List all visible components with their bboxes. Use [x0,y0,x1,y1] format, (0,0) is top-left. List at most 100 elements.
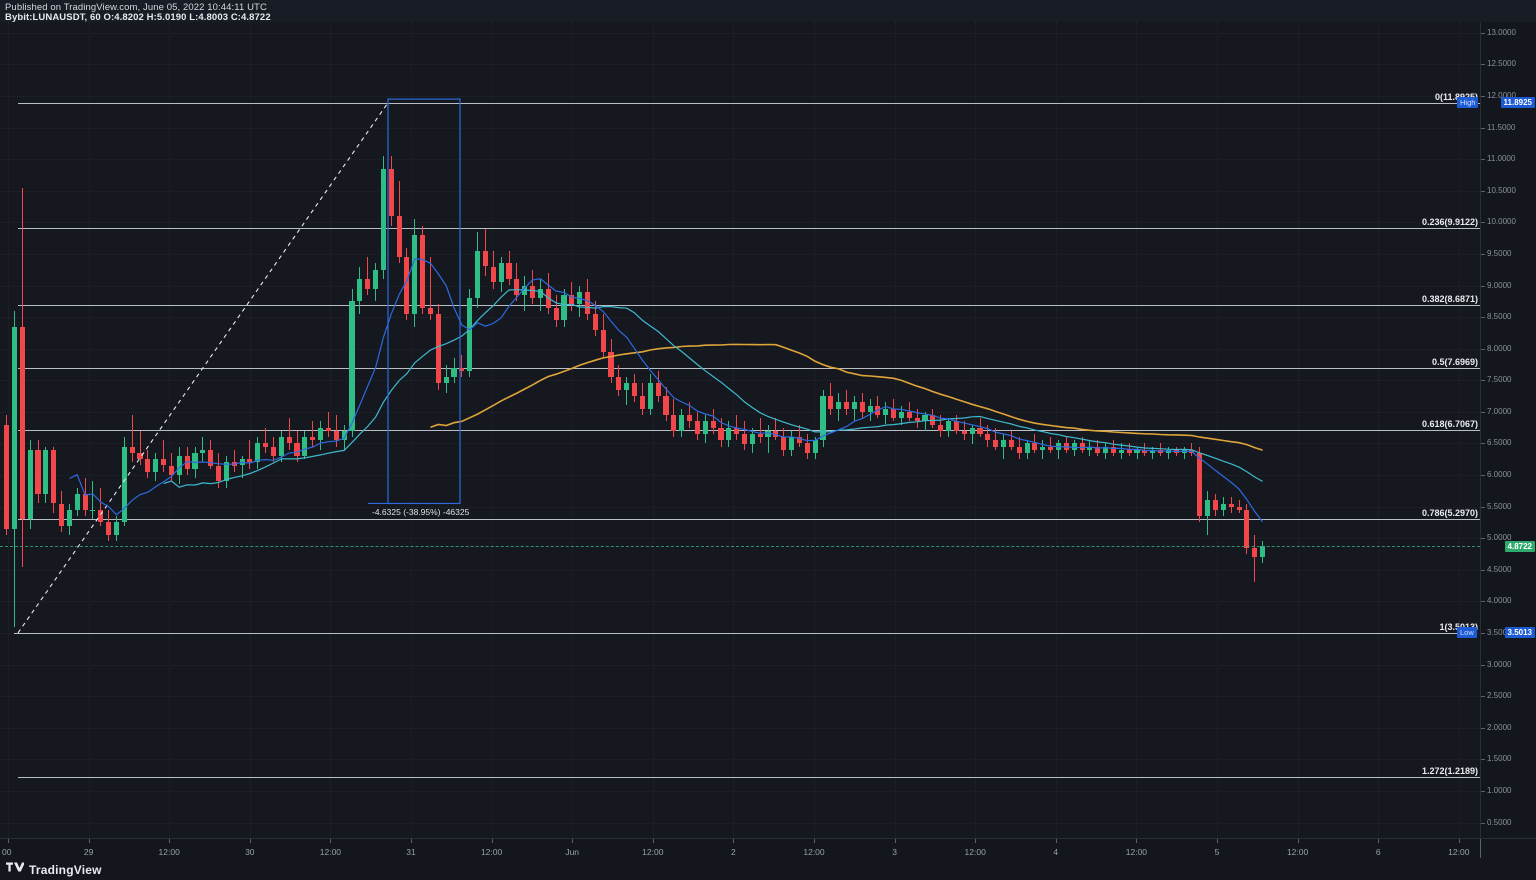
candle-body[interactable] [310,437,316,441]
candle-body[interactable] [66,509,72,526]
candle-body[interactable] [1024,443,1030,453]
time-axis[interactable]: 00 29 12:00 30 12:00 31 12:00 Jun 12:00 2 12:00 3 12… [0,838,1536,859]
candle-body[interactable] [443,377,449,384]
candle-body[interactable] [357,279,363,302]
candle-body[interactable] [922,415,928,422]
candle-body[interactable] [482,250,488,267]
candle-body[interactable] [930,415,936,425]
candle-body[interactable] [553,307,559,321]
tradingview-logo[interactable]: TradingView [6,862,102,877]
candle-body[interactable] [561,295,567,321]
candle-body[interactable] [247,459,253,463]
candle-body[interactable] [294,443,300,456]
candle-body[interactable] [372,269,379,289]
candle-body[interactable] [741,434,748,444]
candle-body[interactable] [1032,443,1038,450]
candle-body[interactable] [914,418,920,422]
candle-body[interactable] [4,424,10,529]
candle-body[interactable] [953,421,959,431]
candle-body[interactable] [608,351,614,378]
candle-body[interactable] [1205,500,1211,517]
candle-body[interactable] [804,443,810,453]
candle-body[interactable] [765,430,771,438]
candle-body[interactable] [1095,446,1101,453]
candle-body[interactable] [1220,503,1226,510]
candle-body[interactable] [215,465,222,482]
fib-level-line[interactable] [18,305,1480,307]
candle-body[interactable] [1087,446,1093,450]
chart-plot-area[interactable]: 0(11.8925) 0.236(9.9122) 0.382(8.6871) 0.5(… [0,22,1480,838]
candle-body[interactable] [773,430,779,438]
candle-body[interactable] [828,396,834,409]
candle-body[interactable] [506,263,512,280]
candle-body[interactable] [192,452,198,469]
candle-body[interactable] [985,434,991,441]
candle-body[interactable] [843,402,850,409]
candle-body[interactable] [639,396,646,409]
candle-body[interactable] [318,427,324,441]
fib-level-line[interactable] [14,632,1476,634]
candle-body[interactable] [1103,446,1109,453]
trend-line-dashed[interactable] [17,102,389,634]
measure-tool-box[interactable] [387,98,461,505]
candle-body[interactable] [325,427,331,431]
candle-body[interactable] [223,462,229,482]
candle-body[interactable] [145,459,151,472]
candle-body[interactable] [58,503,65,526]
candle-body[interactable] [161,459,167,466]
candle-body[interactable] [1142,449,1148,453]
candle-body[interactable] [757,434,763,438]
price-axis[interactable]: 13.0000 12.5000 12.0000 11.5000 11.0000 10.50… [1457,22,1536,838]
candle-body[interactable] [341,430,347,441]
candle-body[interactable] [647,383,653,409]
candle-body[interactable] [1000,440,1007,447]
candle-body[interactable] [789,437,795,450]
candle-body[interactable] [435,313,441,384]
candle-body[interactable] [82,494,88,510]
candle-body[interactable] [1118,449,1124,453]
candle-body[interactable] [694,421,700,434]
candle-body[interactable] [1260,545,1266,558]
candle-body[interactable] [263,443,269,447]
candle-body[interactable] [977,427,983,434]
candle-body[interactable] [749,434,755,444]
candle-body[interactable] [584,291,591,314]
candle-body[interactable] [451,367,457,378]
candle-body[interactable] [106,522,112,535]
candle-body[interactable] [851,402,857,409]
candle-body[interactable] [600,329,606,352]
candle-body[interactable] [1197,452,1203,517]
candle-body[interactable] [946,421,952,431]
candle-body[interactable] [333,430,339,441]
candle-body[interactable] [514,279,520,295]
low-price-tag[interactable]: 3.5013 [1504,627,1535,639]
candle-body[interactable] [702,421,708,434]
candle-body[interactable] [90,509,96,511]
candle-body[interactable] [1079,443,1085,450]
candle-body[interactable] [11,326,17,529]
candle-body[interactable] [286,437,292,444]
candle-body[interactable] [686,415,693,422]
candle-body[interactable] [255,443,261,463]
candle-body[interactable] [43,449,49,494]
candle-body[interactable] [137,452,143,460]
candle-body[interactable] [1126,449,1132,453]
candle-body[interactable] [396,216,402,258]
candle-body[interactable] [420,234,426,308]
candle-body[interactable] [969,427,975,434]
candle-body[interactable] [459,367,465,371]
candle-body[interactable] [938,424,944,431]
candle-body[interactable] [1212,500,1219,510]
candle-body[interactable] [961,430,967,434]
candle-body[interactable] [663,396,669,416]
candle-body[interactable] [836,402,842,409]
high-price-tag[interactable]: 11.8925 [1500,97,1535,109]
candle-body[interactable] [993,440,999,447]
candle-body[interactable] [302,437,308,457]
candle-body[interactable] [679,415,685,431]
candle-body[interactable] [176,456,182,476]
candle-body[interactable] [98,509,104,523]
candle-body[interactable] [537,288,543,299]
candle-body[interactable] [906,411,912,419]
candle-body[interactable] [278,437,284,457]
